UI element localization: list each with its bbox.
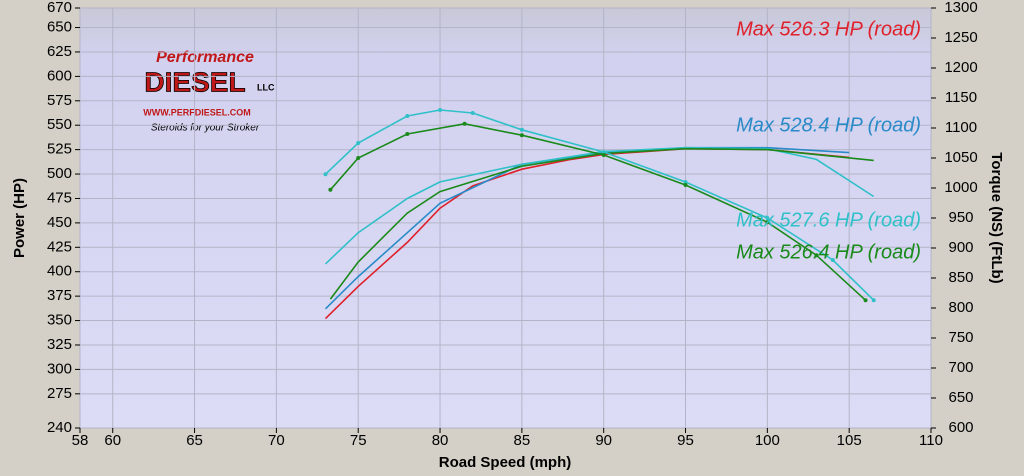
y2-tick-label: 700	[948, 359, 973, 376]
annotation: Max 528.4 HP (road)	[736, 114, 921, 136]
y-tick-label: 500	[47, 165, 72, 182]
y-tick-label: 625	[47, 43, 72, 60]
torque-point	[814, 253, 819, 258]
y2-tick-label: 950	[948, 209, 973, 226]
x-tick-label: 95	[677, 432, 694, 449]
x-tick-label: 90	[595, 432, 612, 449]
torque-point	[438, 108, 443, 112]
y2-tick-label: 1150	[945, 89, 977, 106]
y2-tick-label: 1050	[944, 149, 977, 166]
y-tick-label: 375	[47, 287, 72, 304]
logo-suffix: LLC	[257, 82, 275, 92]
torque-point	[863, 298, 868, 303]
torque-point	[871, 298, 876, 303]
x-tick-label: 100	[755, 432, 780, 449]
y2-axis-label: Torque (NS) (FtLb)	[988, 152, 1005, 283]
x-tick-label: 65	[186, 432, 203, 449]
x-tick-label: 60	[104, 432, 121, 449]
y2-tick-label: 1000	[944, 179, 977, 196]
y2-tick-label: 1300	[944, 0, 977, 16]
x-tick-label: 58	[72, 432, 89, 449]
annotation: Max 526.3 HP (road)	[736, 18, 921, 40]
y2-tick-label: 750	[948, 329, 973, 346]
logo-brand: Performance	[156, 49, 254, 66]
torque-point	[462, 121, 467, 126]
torque-point	[765, 220, 770, 225]
logo-url: WWW.PERFDIESEL.COM	[143, 107, 251, 117]
y2-tick-label: 800	[948, 299, 973, 316]
y-tick-label: 670	[47, 0, 72, 16]
annotation: Max 527.6 HP (road)	[736, 209, 921, 231]
y-tick-label: 300	[47, 360, 72, 377]
torque-point	[519, 127, 524, 132]
y-tick-label: 525	[47, 141, 72, 158]
y-tick-label: 425	[47, 238, 72, 255]
x-tick-label: 80	[432, 432, 449, 449]
y-tick-label: 600	[47, 67, 72, 84]
y-tick-label: 475	[47, 189, 72, 206]
torque-point	[601, 150, 606, 154]
y-tick-label: 650	[47, 19, 72, 36]
torque-point	[519, 133, 524, 138]
y-tick-label: 550	[47, 116, 72, 133]
y2-tick-label: 850	[948, 269, 973, 286]
x-tick-label: 70	[268, 432, 285, 449]
y2-tick-label: 600	[948, 419, 973, 436]
torque-point	[601, 153, 606, 157]
plot-area	[79, 7, 932, 429]
torque-point	[683, 183, 688, 187]
torque-point	[683, 180, 688, 184]
torque-point	[765, 216, 770, 220]
y-tick-label: 400	[47, 263, 72, 280]
x-tick-label: 85	[514, 432, 531, 449]
y-axis-label: Power (HP)	[11, 178, 28, 258]
x-tick-label: 105	[837, 432, 862, 449]
x-axis-label: Road Speed (mph)	[439, 454, 572, 471]
torque-point	[405, 114, 410, 118]
y2-tick-label: 1100	[945, 119, 977, 136]
torque-point	[356, 141, 361, 145]
y-tick-label: 575	[47, 92, 72, 109]
power-line	[324, 146, 875, 265]
x-tick-label: 110	[919, 432, 943, 449]
y-tick-label: 240	[47, 419, 72, 436]
power-line	[329, 147, 874, 300]
annotation: Max 526.4 HP (road)	[736, 241, 921, 263]
y2-tick-label: 1200	[944, 59, 977, 76]
y2-tick-label: 900	[948, 239, 973, 256]
y-tick-label: 275	[47, 385, 72, 402]
torque-point	[830, 258, 835, 262]
torque-point	[323, 172, 328, 177]
y-tick-label: 325	[47, 336, 72, 353]
torque-point	[328, 187, 333, 192]
x-tick-label: 75	[350, 432, 367, 449]
y-tick-label: 450	[47, 214, 72, 231]
y-tick-label: 350	[47, 312, 72, 329]
torque-point	[405, 132, 410, 136]
y2-tick-label: 650	[948, 389, 973, 406]
y2-tick-label: 1250	[944, 29, 977, 46]
torque-point	[470, 111, 475, 115]
torque-line	[329, 122, 867, 301]
logo-slogan: Steroids for your Stroker	[151, 123, 260, 134]
torque-point	[356, 156, 361, 160]
